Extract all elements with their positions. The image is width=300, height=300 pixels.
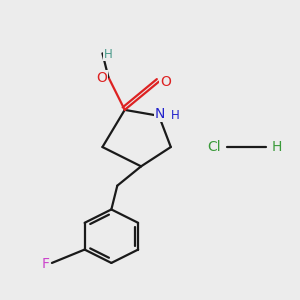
- Text: H: H: [271, 140, 281, 154]
- Text: O: O: [160, 75, 171, 88]
- Text: H: H: [171, 109, 180, 122]
- Text: Cl: Cl: [207, 140, 221, 154]
- Text: F: F: [41, 256, 50, 271]
- Text: N: N: [154, 107, 165, 121]
- Text: O: O: [96, 71, 107, 85]
- Text: H: H: [103, 48, 112, 61]
